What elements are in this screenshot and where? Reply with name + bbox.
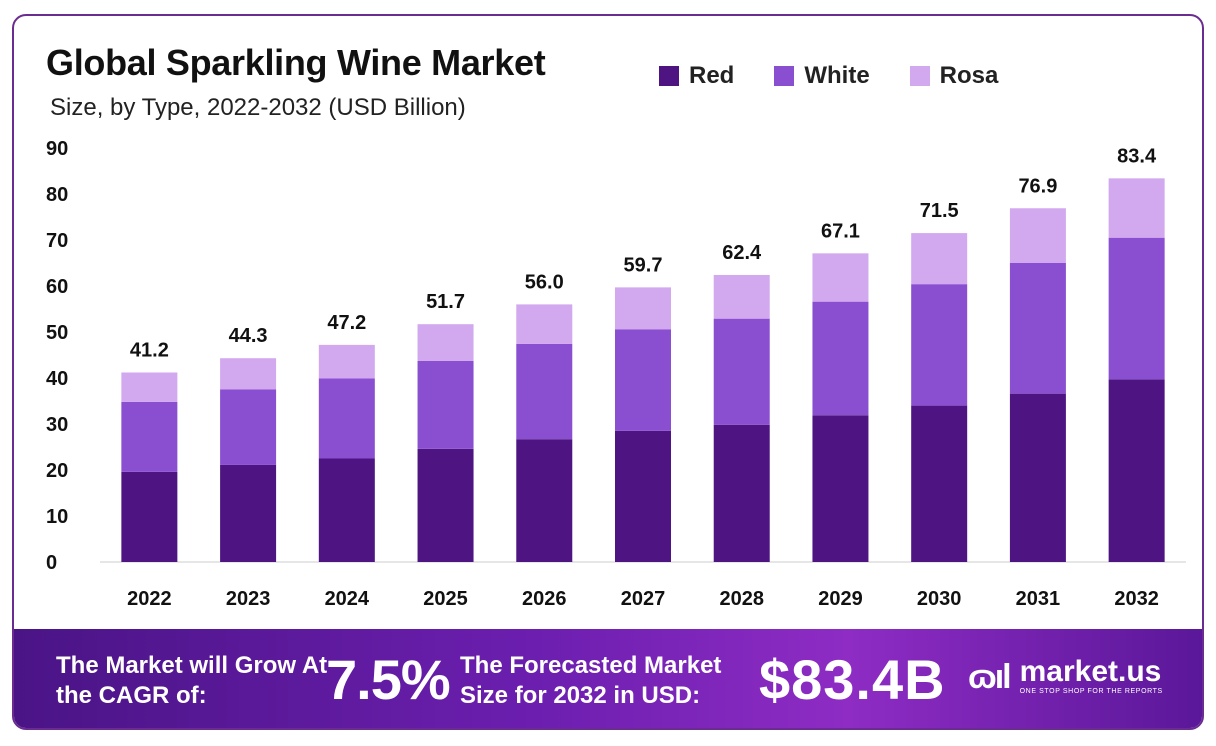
- bar-segment-white-2024: [318, 378, 375, 459]
- bar-segment-rosa-2030: [911, 233, 968, 285]
- bar-segment-rosa-2032: [1108, 178, 1165, 238]
- x-tick-label-2026: 2026: [522, 588, 567, 610]
- forecast-value: $83.4B: [759, 648, 946, 711]
- bar-segment-red-2024: [318, 458, 375, 562]
- bar-total-label-2022: 41.2: [130, 339, 169, 361]
- forecast-caption: The Forecasted Market Size for 2032 in U…: [460, 652, 722, 709]
- x-tick-label-2032: 2032: [1114, 588, 1159, 610]
- cagr-value: 7.5%: [326, 648, 451, 711]
- bar-total-label-2026: 56.0: [525, 271, 564, 293]
- stacked-bar-chart: 010203040506070809041.2202244.3202347.22…: [46, 138, 1186, 610]
- bar-segment-red-2029: [812, 415, 869, 562]
- bar-segment-red-2026: [516, 439, 573, 562]
- bar-segment-red-2032: [1108, 379, 1165, 562]
- legend-item-red: Red: [659, 62, 734, 90]
- bar-segment-rosa-2023: [220, 358, 277, 390]
- legend-label-red: Red: [689, 62, 735, 89]
- chart-card: Global Sparkling Wine Market Size, by Ty…: [12, 14, 1204, 730]
- chart-title: Global Sparkling Wine Market: [46, 42, 546, 83]
- bar-segment-red-2027: [615, 430, 671, 562]
- bar-total-label-2027: 59.7: [624, 254, 663, 276]
- bar-segment-white-2027: [615, 329, 671, 431]
- bar-total-label-2031: 76.9: [1018, 175, 1057, 197]
- x-tick-label-2027: 2027: [621, 588, 666, 610]
- bar-segment-rosa-2024: [318, 344, 375, 379]
- bar-total-label-2025: 51.7: [426, 291, 465, 313]
- bar-total-label-2023: 44.3: [229, 325, 268, 347]
- y-tick-label-0: 0: [46, 552, 57, 574]
- bar-segment-white-2029: [812, 301, 869, 416]
- bar-segment-white-2032: [1108, 237, 1165, 380]
- legend-item-white: White: [774, 62, 870, 90]
- x-tick-label-2031: 2031: [1016, 588, 1061, 610]
- bar-segment-white-2023: [220, 389, 277, 465]
- y-tick-label-50: 50: [46, 322, 68, 344]
- bar-segment-white-2022: [121, 401, 178, 472]
- bar-segment-red-2028: [713, 424, 770, 562]
- bar-total-label-2032: 83.4: [1117, 145, 1157, 167]
- bar-total-label-2028: 62.4: [722, 242, 762, 264]
- y-tick-label-30: 30: [46, 414, 68, 436]
- bar-segment-white-2025: [417, 360, 474, 449]
- bar-total-label-2030: 71.5: [920, 200, 959, 222]
- brand-tagline: ONE STOP SHOP FOR THE REPORTS: [1019, 688, 1163, 695]
- bar-segment-white-2026: [516, 343, 573, 440]
- y-tick-label-10: 10: [46, 506, 68, 528]
- y-tick-label-70: 70: [46, 230, 68, 252]
- legend-item-rosa: Rosa: [909, 62, 999, 90]
- brand-logo: ɷıl market.us ONE STOP SHOP FOR THE REPO…: [968, 657, 1163, 697]
- bar-segment-white-2031: [1009, 263, 1066, 394]
- legend-swatch-red: [659, 66, 679, 86]
- legend-label-white: White: [804, 62, 870, 89]
- chart-subtitle: Size, by Type, 2022-2032 (USD Billion): [50, 94, 466, 121]
- legend-label-rosa: Rosa: [939, 62, 999, 89]
- bar-segment-white-2028: [713, 318, 770, 425]
- bar-segment-rosa-2031: [1009, 208, 1066, 263]
- cagr-caption: The Market will Grow At the CAGR of:: [56, 652, 328, 709]
- brand-text: market.us ONE STOP SHOP FOR THE REPORTS: [1020, 657, 1163, 697]
- bar-segment-red-2025: [417, 448, 474, 562]
- y-tick-label-90: 90: [46, 138, 68, 160]
- bar-segment-rosa-2027: [615, 287, 671, 330]
- x-tick-label-2029: 2029: [818, 588, 863, 610]
- bar-segment-red-2031: [1009, 393, 1066, 562]
- y-tick-label-80: 80: [46, 184, 68, 206]
- bar-total-label-2024: 47.2: [327, 312, 366, 334]
- bar-segment-red-2022: [121, 471, 178, 562]
- y-tick-label-60: 60: [46, 276, 68, 298]
- x-tick-label-2023: 2023: [226, 588, 271, 610]
- bar-total-label-2029: 67.1: [821, 220, 860, 242]
- bar-segment-white-2030: [911, 284, 968, 406]
- x-tick-label-2028: 2028: [719, 588, 764, 610]
- bar-segment-rosa-2028: [713, 274, 770, 319]
- legend-swatch-white: [774, 66, 795, 86]
- bar-segment-rosa-2025: [417, 324, 474, 361]
- legend-swatch-rosa: [909, 66, 930, 86]
- brand-mark-icon: ɷıl: [968, 657, 1012, 696]
- x-tick-label-2022: 2022: [127, 588, 172, 610]
- bar-segment-rosa-2026: [516, 304, 573, 344]
- legend: Red White Rosa: [659, 62, 998, 90]
- footer-banner: The Market will Grow At the CAGR of: 7.5…: [14, 629, 1202, 728]
- y-tick-label-40: 40: [46, 368, 68, 390]
- bar-segment-rosa-2029: [812, 253, 869, 302]
- bar-segment-rosa-2022: [121, 372, 178, 402]
- y-tick-label-20: 20: [46, 460, 68, 482]
- x-tick-label-2024: 2024: [325, 588, 370, 610]
- bar-segment-red-2030: [911, 405, 968, 562]
- x-tick-label-2030: 2030: [917, 588, 962, 610]
- x-tick-label-2025: 2025: [423, 588, 468, 610]
- brand-name: market.us: [1019, 655, 1162, 688]
- bar-segment-red-2023: [220, 464, 277, 562]
